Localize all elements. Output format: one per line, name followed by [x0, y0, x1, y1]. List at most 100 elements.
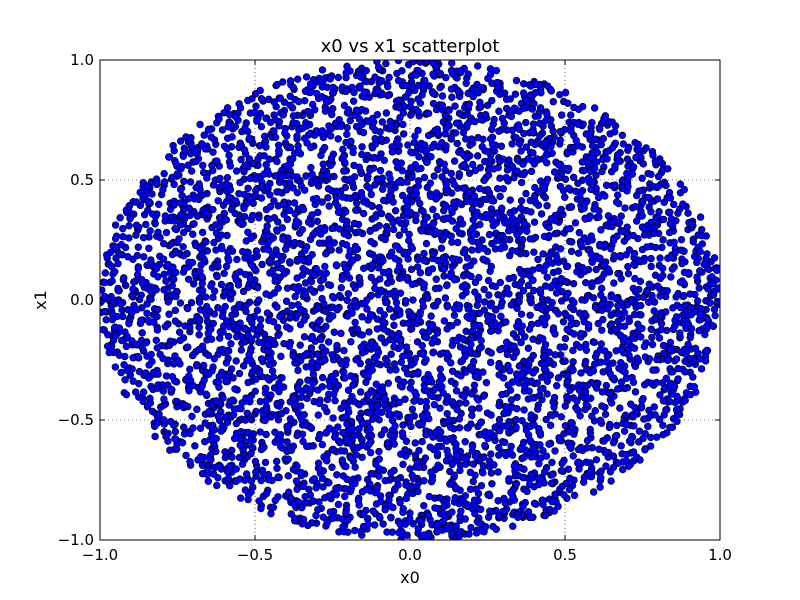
- scatter-point: [543, 202, 551, 210]
- scatter-point: [492, 66, 501, 75]
- scatter-point: [512, 423, 520, 431]
- scatter-point: [358, 331, 366, 339]
- scatter-point: [653, 195, 662, 203]
- scatter-point: [301, 291, 310, 299]
- scatter-point: [586, 468, 594, 476]
- scatter-point: [325, 202, 333, 210]
- scatter-point: [121, 243, 130, 252]
- scatter-point: [591, 303, 600, 312]
- scatter-point: [531, 89, 540, 97]
- scatter-point: [184, 275, 193, 283]
- scatter-point: [424, 511, 433, 519]
- scatter-point: [349, 97, 358, 105]
- scatter-point: [502, 318, 510, 326]
- scatter-point: [496, 427, 504, 435]
- scatter-point: [464, 102, 473, 110]
- scatter-point: [300, 316, 308, 324]
- scatter-point: [352, 303, 361, 311]
- scatter-point: [273, 226, 281, 234]
- scatter-point: [520, 382, 529, 390]
- scatter-point: [638, 174, 646, 182]
- scatter-point: [129, 354, 137, 362]
- scatter-point: [270, 127, 278, 135]
- scatter-point: [567, 202, 575, 211]
- scatter-point: [140, 253, 148, 261]
- scatter-point: [415, 446, 423, 455]
- scatter-point: [439, 233, 448, 242]
- scatter-point: [214, 197, 222, 205]
- scatter-point: [366, 184, 374, 192]
- scatter-point: [423, 293, 432, 302]
- scatter-point: [423, 333, 431, 342]
- scatter-point: [501, 438, 509, 447]
- scatter-point: [466, 468, 475, 477]
- scatter-point: [625, 437, 634, 445]
- scatter-point: [282, 297, 291, 305]
- scatter-point: [669, 304, 677, 312]
- scatter-point: [458, 357, 466, 365]
- scatter-point: [261, 416, 269, 425]
- scatter-point: [687, 310, 695, 319]
- scatter-point: [232, 270, 240, 278]
- scatter-point: [143, 309, 151, 318]
- scatter-point: [203, 174, 211, 182]
- scatter-point: [310, 475, 319, 483]
- scatter-point: [271, 340, 279, 348]
- scatter-point: [394, 375, 403, 384]
- scatter-point: [229, 411, 238, 419]
- scatter-point: [700, 260, 708, 269]
- scatter-point: [488, 480, 496, 488]
- scatter-point: [367, 273, 376, 282]
- scatter-point: [228, 311, 236, 319]
- scatter-point: [186, 211, 194, 219]
- scatter-point: [471, 199, 480, 207]
- scatter-point: [429, 60, 437, 67]
- scatter-point: [563, 371, 572, 380]
- scatter-point: [664, 165, 672, 173]
- scatter-point: [195, 317, 204, 325]
- scatter-point: [423, 183, 432, 192]
- scatter-point: [644, 169, 652, 178]
- scatter-point: [450, 311, 459, 319]
- scatter-point: [377, 286, 385, 294]
- scatter-point: [448, 322, 456, 330]
- scatter-point: [420, 256, 428, 264]
- scatter-point: [328, 463, 336, 471]
- scatter-point: [196, 424, 205, 432]
- scatter-point: [415, 153, 423, 161]
- scatter-point: [315, 239, 324, 247]
- scatter-point: [477, 102, 485, 111]
- scatter-point: [143, 182, 151, 190]
- scatter-point: [512, 134, 520, 142]
- scatter-point: [271, 172, 279, 180]
- scatter-point: [455, 170, 464, 178]
- scatter-point: [706, 299, 714, 307]
- scatter-point: [300, 411, 308, 419]
- scatter-point: [615, 157, 623, 165]
- scatter-point: [418, 412, 427, 420]
- scatter-point: [387, 513, 395, 522]
- scatter-point: [584, 321, 593, 329]
- scatter-point: [420, 477, 428, 485]
- scatter-point: [647, 208, 655, 216]
- scatter-point: [456, 67, 465, 75]
- scatter-point: [480, 285, 488, 294]
- scatter-point: [329, 414, 337, 422]
- scatter-point: [111, 221, 120, 229]
- scatter-point: [329, 514, 337, 522]
- scatter-point: [494, 468, 502, 476]
- scatter-point: [471, 452, 480, 460]
- scatter-point: [587, 232, 595, 240]
- scatter-point: [429, 205, 437, 214]
- scatter-point: [355, 163, 364, 172]
- scatter-point: [223, 104, 232, 112]
- scatter-point: [517, 197, 526, 205]
- scatter-point: [375, 221, 383, 230]
- scatter-point: [443, 409, 451, 418]
- scatter-point: [156, 233, 164, 242]
- scatter-point: [640, 415, 648, 423]
- scatter-point: [224, 332, 233, 341]
- scatter-point: [666, 397, 674, 406]
- scatter-point: [615, 218, 624, 227]
- scatter-point: [547, 479, 556, 487]
